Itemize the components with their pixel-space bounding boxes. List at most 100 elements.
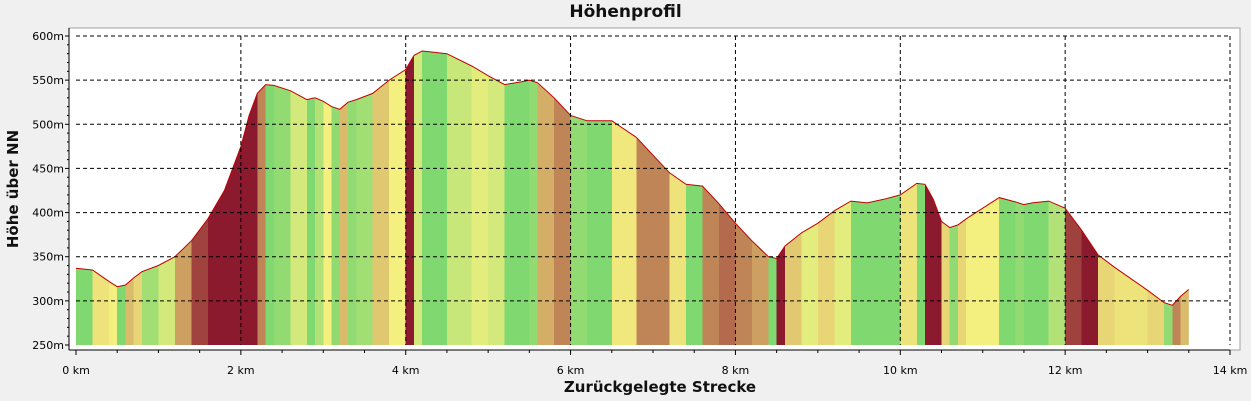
data-point [611, 120, 612, 121]
x-tick-label: 2 km [227, 364, 255, 377]
data-point [834, 210, 835, 211]
y-tick-label: 300m [32, 295, 64, 308]
data-point [290, 90, 291, 91]
x-tick-label: 8 km [722, 364, 750, 377]
data-point [1188, 289, 1189, 290]
y-tick-label: 250m [32, 339, 64, 352]
data-point [1098, 254, 1099, 255]
data-point [957, 224, 958, 225]
data-point [273, 85, 274, 86]
x-tick-label: 0 km [62, 364, 90, 377]
chart-title: Höhenprofil [569, 2, 682, 22]
x-tick-label: 10 km [883, 364, 918, 377]
data-point [867, 202, 868, 203]
data-point [966, 218, 967, 219]
data-point [529, 80, 530, 81]
x-tick-label: 12 km [1048, 364, 1083, 377]
data-point [504, 84, 505, 85]
data-point [347, 102, 348, 103]
data-point [125, 284, 126, 285]
y-tick-label: 400m [32, 207, 64, 220]
data-point [718, 203, 719, 204]
y-tick-label: 350m [32, 251, 64, 264]
data-point [240, 146, 241, 147]
x-axis-label: Zurückgelegte Strecke [563, 378, 757, 396]
data-point [1180, 296, 1181, 297]
elevation-line [75, 50, 1190, 306]
data-point [191, 240, 192, 241]
data-point [314, 97, 315, 98]
x-tick-label: 4 km [392, 364, 420, 377]
data-point [883, 199, 884, 200]
data-point [669, 172, 670, 173]
y-tick-label: 500m [32, 118, 64, 131]
data-point [554, 97, 555, 98]
data-point [702, 186, 703, 187]
data-point [207, 218, 208, 219]
data-point [133, 277, 134, 278]
data-point [158, 265, 159, 266]
data-point [488, 75, 489, 76]
data-point [1164, 302, 1165, 303]
data-point [224, 190, 225, 191]
data-point [982, 208, 983, 209]
data-point [306, 99, 307, 100]
data-point [735, 223, 736, 224]
data-point [941, 221, 942, 222]
data-point [108, 281, 109, 282]
data-point [801, 232, 802, 233]
data-point [784, 246, 785, 247]
data-point [1048, 201, 1049, 202]
y-tick-label: 600m [32, 30, 64, 43]
data-point [933, 199, 934, 200]
x-tick-label: 14 km [1213, 364, 1248, 377]
data-point [117, 286, 118, 287]
data-point [900, 194, 901, 195]
data-point [636, 137, 637, 138]
data-point [331, 106, 332, 107]
data-point [537, 82, 538, 83]
y-tick-label: 450m [32, 162, 64, 175]
data-point [92, 269, 93, 270]
data-point [339, 109, 340, 110]
data-point [257, 93, 258, 94]
elevation-area [76, 51, 1189, 345]
data-point [1015, 201, 1016, 202]
data-point [430, 51, 431, 52]
data-point [471, 65, 472, 66]
data-point [1172, 305, 1173, 306]
data-point [422, 50, 423, 51]
data-point [75, 268, 76, 269]
data-point [751, 240, 752, 241]
data-point [356, 99, 357, 100]
data-point [413, 55, 414, 56]
data-point [521, 81, 522, 82]
data-point [141, 271, 142, 272]
data-point [685, 184, 686, 185]
data-point [249, 115, 250, 116]
data-point [768, 256, 769, 257]
data-point [999, 197, 1000, 198]
x-tick-label: 6 km [557, 364, 585, 377]
data-point [916, 183, 917, 184]
y-tick-label: 550m [32, 74, 64, 87]
data-point [1032, 202, 1033, 203]
data-point [1147, 290, 1148, 291]
data-point [1131, 278, 1132, 279]
data-point [265, 84, 266, 85]
data-point [817, 223, 818, 224]
data-point [949, 227, 950, 228]
data-point [323, 101, 324, 102]
data-point [850, 201, 851, 202]
data-point [405, 69, 406, 70]
data-point [924, 184, 925, 185]
data-point [1081, 230, 1082, 231]
data-point [389, 80, 390, 81]
data-point [1114, 267, 1115, 268]
data-point [446, 53, 447, 54]
data-point [776, 258, 777, 259]
data-point [652, 155, 653, 156]
data-point [1023, 204, 1024, 205]
